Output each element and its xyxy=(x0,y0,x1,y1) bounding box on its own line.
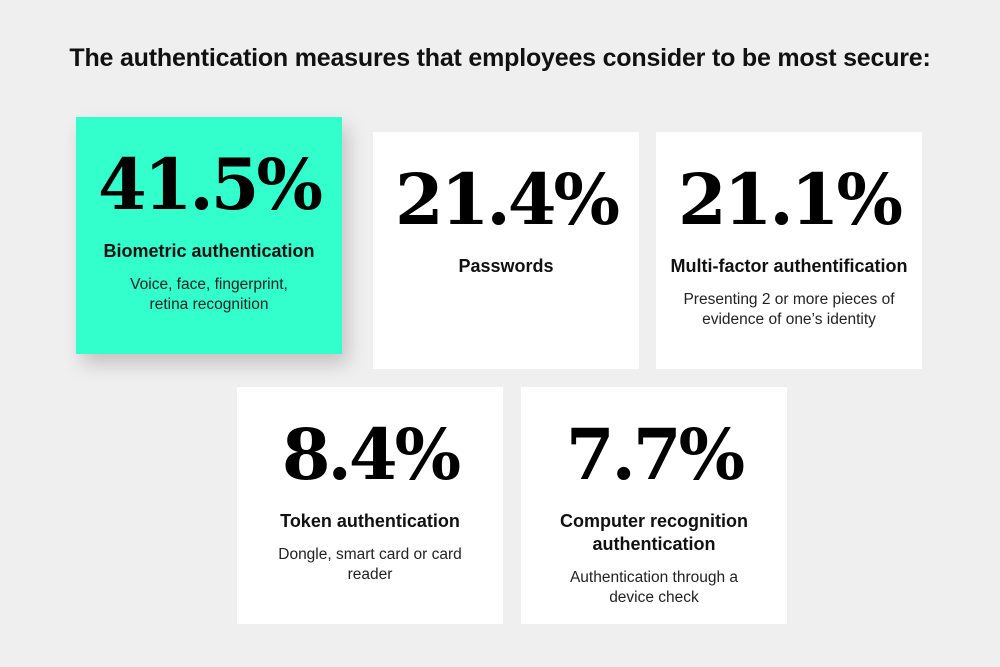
stat-label: Multi-factor authentification xyxy=(670,256,908,276)
stat-percent: 7.7% xyxy=(565,413,745,496)
stat-description: Authentication through a device check xyxy=(569,569,739,606)
stat-description: Dongle, smart card or card reader xyxy=(278,546,462,583)
stat-label: Token authentication xyxy=(280,511,460,531)
stat-label: Biometric authentication xyxy=(103,241,315,261)
stat-percent: 21.1% xyxy=(677,158,903,241)
stat-description: Voice, face, fingerprint, retina recogni… xyxy=(130,276,288,313)
stat-card-biometric: 41.5% Biometric authentication Voice, fa… xyxy=(76,117,342,354)
page-title: The authentication measures that employe… xyxy=(69,44,931,72)
stat-label: Passwords xyxy=(458,256,554,276)
stat-card-multi-factor: 21.1% Multi-factor authentification Pres… xyxy=(656,132,922,369)
stat-description: Presenting 2 or more pieces of evidence … xyxy=(683,291,895,328)
stat-percent: 8.4% xyxy=(281,413,461,496)
stat-card-passwords: 21.4% Passwords xyxy=(373,132,639,369)
stat-percent: 41.5% xyxy=(97,143,323,226)
stat-card-computer-recognition: 7.7% Computer recognition authentication… xyxy=(521,387,787,624)
stat-card-token: 8.4% Token authentication Dongle, smart … xyxy=(237,387,503,624)
stat-percent: 21.4% xyxy=(394,158,620,241)
stat-label: Computer recognition authentication xyxy=(560,511,748,554)
